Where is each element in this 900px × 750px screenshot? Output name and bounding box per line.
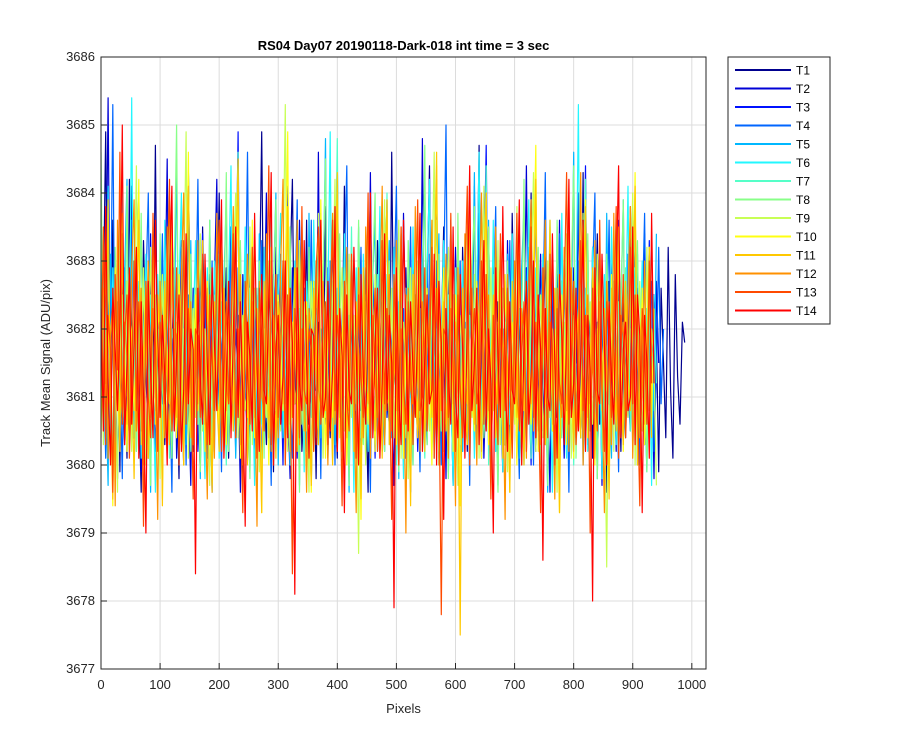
y-tick-label: 3677 [66,661,95,676]
x-tick-label: 800 [563,677,585,692]
y-tick-label: 3686 [66,49,95,64]
series-layer [101,97,686,636]
legend-label: T3 [796,101,810,115]
x-axis-label: Pixels [386,701,421,716]
x-tick-label: 1000 [677,677,706,692]
legend-label: T7 [796,175,810,189]
legend-box [727,56,831,325]
y-tick-label: 3684 [66,185,95,200]
x-tick-label: 700 [504,677,526,692]
y-axis-label: Track Mean Signal (ADU/pix) [38,279,53,447]
axis-ticks: 0 100 200 300 400 500 600 700 800 900 1000 3677 3678… [66,49,706,692]
y-tick-label: 3685 [66,117,95,132]
legend-label: T2 [796,82,810,96]
legend-label: T4 [796,119,810,133]
y-tick-label: 3680 [66,457,95,472]
y-tick-label: 3679 [66,525,95,540]
x-tick-label: 500 [386,677,408,692]
y-tick-label: 3682 [66,321,95,336]
legend-label: T14 [796,304,817,318]
x-tick-label: 100 [149,677,171,692]
legend: T1 T2 T3 T4 T5 T6 T7 T8 T9 T10 T11 T12 T13 T14 [727,56,831,325]
plot-frame [100,56,707,670]
y-tick-label: 3683 [66,253,95,268]
series-line-t13 [101,151,653,616]
series-line-t14 [101,124,655,609]
legend-label: T9 [796,212,810,226]
x-tick-label: 200 [208,677,230,692]
legend-label: T6 [796,156,810,170]
x-tick-label: 600 [445,677,467,692]
legend-label: T12 [796,267,817,281]
legend-label: T8 [796,193,810,207]
x-tick-label: 900 [622,677,644,692]
y-tick-label: 3681 [66,389,95,404]
x-tick-label: 0 [97,677,104,692]
legend-label: T5 [796,138,810,152]
x-tick-label: 300 [267,677,289,692]
y-tick-label: 3678 [66,593,95,608]
legend-label: T10 [796,230,817,244]
legend-label: T1 [796,64,810,78]
legend-label: T13 [796,286,817,300]
chart-title: RS04 Day07 20190118-Dark-018 int time = … [258,38,550,53]
x-tick-label: 400 [326,677,348,692]
legend-label: T11 [796,249,816,263]
